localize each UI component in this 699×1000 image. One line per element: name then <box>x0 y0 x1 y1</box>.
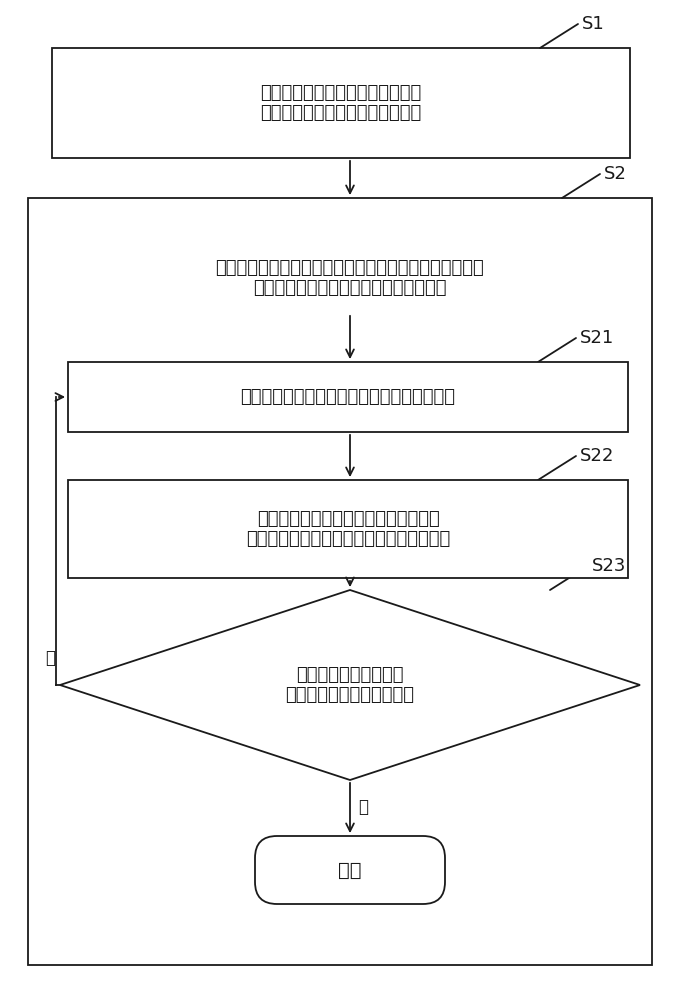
Text: S23: S23 <box>592 557 626 575</box>
Text: S1: S1 <box>582 15 605 33</box>
Text: S21: S21 <box>580 329 614 347</box>
Polygon shape <box>60 590 640 780</box>
Text: 否: 否 <box>45 649 55 667</box>
Text: 获取系统环境中需要的配置信息，
根据所述配置信息初始化测试变量: 获取系统环境中需要的配置信息， 根据所述配置信息初始化测试变量 <box>260 84 421 122</box>
Text: 根据测试命令生成多个测试队列，同时对每个所述测试队
列执行以下步骤，以获取性能压测结果：: 根据测试命令生成多个测试队列，同时对每个所述测试队 列执行以下步骤，以获取性能压… <box>215 259 484 297</box>
Bar <box>52 48 630 158</box>
Text: 将所述测试队列中的操作请求转移到操作队列: 将所述测试队列中的操作请求转移到操作队列 <box>240 388 456 406</box>
Text: 执行所述操作队列中的所述操作请求，
并将完成的操作请求从所述操作队列中删除: 执行所述操作队列中的所述操作请求， 并将完成的操作请求从所述操作队列中删除 <box>246 510 450 548</box>
Text: S22: S22 <box>580 447 614 465</box>
FancyBboxPatch shape <box>255 836 445 904</box>
Text: 结束: 结束 <box>338 860 362 880</box>
Bar <box>28 198 652 965</box>
Bar <box>68 362 628 432</box>
Text: S2: S2 <box>604 165 627 183</box>
Bar <box>68 480 628 578</box>
Text: 是: 是 <box>358 798 368 816</box>
Text: 当所述操作队列为空，
判断所述测试队列是否为空: 当所述操作队列为空， 判断所述测试队列是否为空 <box>285 666 415 704</box>
